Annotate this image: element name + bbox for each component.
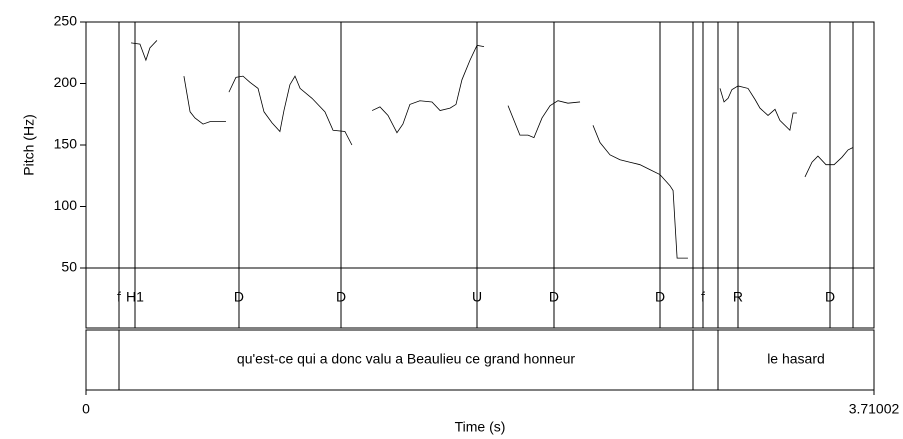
interval-label: le hasard xyxy=(767,351,825,367)
x-tick-label: 0 xyxy=(82,401,90,417)
tier-label: R xyxy=(733,289,743,305)
tier-label: f xyxy=(117,289,121,305)
tier-label: f xyxy=(701,289,705,305)
pitch-contour xyxy=(130,40,854,259)
tier-label: D xyxy=(336,289,346,305)
tier-label: D xyxy=(655,289,665,305)
interval-label: qu'est-ce qui a donc valu a Beaulieu ce … xyxy=(237,351,575,367)
x-tick-label: 3.71002 xyxy=(849,401,900,417)
plot-frame xyxy=(85,21,875,269)
tier-label: H1 xyxy=(126,289,144,305)
y-tick-label: 100 xyxy=(54,197,78,213)
x-axis-label: Time (s) xyxy=(455,419,506,435)
y-tick-label: 250 xyxy=(54,13,78,29)
y-tick-label: 150 xyxy=(54,136,78,152)
y-axis-label: Pitch (Hz) xyxy=(21,114,37,175)
tier-label: D xyxy=(549,289,559,305)
tier-label: U xyxy=(472,289,482,305)
tier-label: D xyxy=(234,289,244,305)
tier-frame xyxy=(85,329,875,391)
tier-label: D xyxy=(825,289,835,305)
y-tick-label: 50 xyxy=(61,259,77,275)
tier-frame xyxy=(85,267,875,329)
y-tick-label: 200 xyxy=(54,74,78,90)
